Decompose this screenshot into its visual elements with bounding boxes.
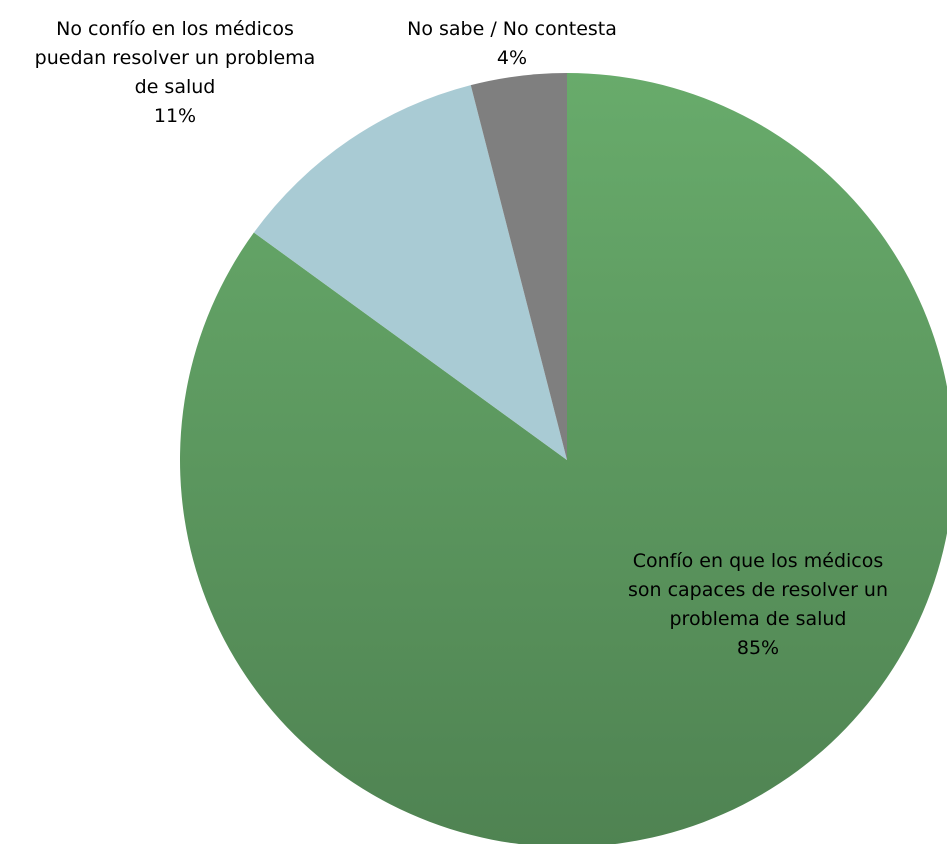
slice-label-line: son capaces de resolver un [628,579,888,601]
slice-label-line: No sabe / No contesta [407,18,617,40]
slice-label-trust-doctors: Confío en que los médicos son capaces de … [628,550,888,659]
slice-label-no-answer: No sabe / No contesta 4% [407,18,617,69]
pie-slices [180,73,947,844]
slice-value-label: 4% [497,47,527,69]
slice-label-no-trust-doctors: No confío en los médicos puedan resolver … [35,18,316,127]
slice-label-line: de salud [135,76,216,98]
slice-labels: Confío en que los médicos son capaces de … [35,18,888,659]
slice-label-line: Confío en que los médicos [633,550,884,572]
slice-value-label: 85% [737,637,779,659]
slice-value-label: 11% [154,105,196,127]
pie-slice-no-trust-doctors [253,85,567,460]
pie-slice-trust-doctors [180,73,947,844]
pie-slice-no-answer [470,73,567,460]
slice-label-line: problema de salud [669,608,846,630]
slice-label-line: puedan resolver un problema [35,47,316,69]
slice-label-line: No confío en los médicos [56,18,294,40]
